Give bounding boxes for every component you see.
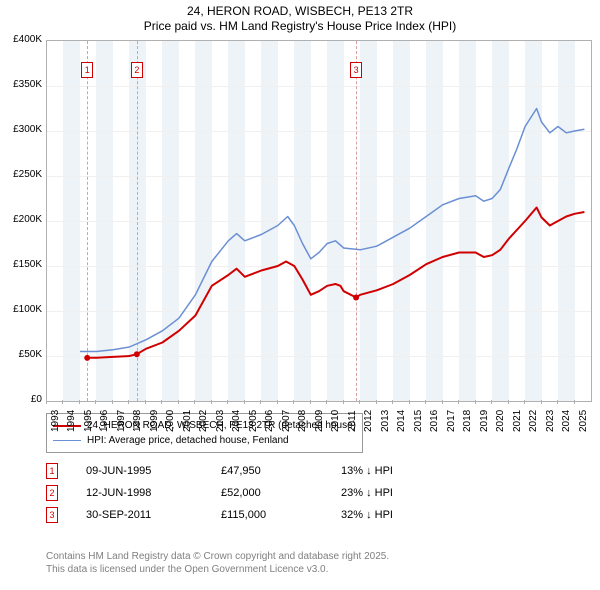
y-axis-label: £100K (2, 304, 42, 315)
x-axis-label: 2010 (330, 410, 341, 432)
x-axis-label: 2002 (198, 410, 209, 432)
y-axis-label: £300K (2, 124, 42, 135)
x-axis-label: 2009 (314, 410, 325, 432)
x-axis-label: 2001 (182, 410, 193, 432)
x-axis-label: 2006 (264, 410, 275, 432)
x-axis-label: 1994 (66, 410, 77, 432)
y-axis-label: £50K (2, 349, 42, 360)
transaction-row: 2 12-JUN-1998£52,00023% ↓ HPI (46, 482, 431, 504)
footer: Contains HM Land Registry data © Crown c… (46, 550, 389, 576)
chart-event-marker: 3 (350, 62, 362, 78)
y-axis-label: £250K (2, 169, 42, 180)
transaction-date: 30-SEP-2011 (86, 509, 221, 521)
x-axis-label: 2007 (281, 410, 292, 432)
x-axis-label: 1995 (83, 410, 94, 432)
footer-line1: Contains HM Land Registry data © Crown c… (46, 551, 389, 562)
x-axis-label: 2024 (561, 410, 572, 432)
transaction-delta: 32% ↓ HPI (341, 509, 431, 521)
transaction-date: 09-JUN-1995 (86, 465, 221, 477)
x-axis-label: 2018 (462, 410, 473, 432)
y-axis-label: £400K (2, 34, 42, 45)
chart-event-marker: 1 (81, 62, 93, 78)
chart-event-marker: 2 (131, 62, 143, 78)
transaction-price: £115,000 (221, 509, 341, 521)
x-axis-label: 2003 (215, 410, 226, 432)
x-axis-label: 2025 (578, 410, 589, 432)
transaction-marker-icon: 2 (46, 485, 58, 501)
transaction-delta: 23% ↓ HPI (341, 487, 431, 499)
transaction-marker-icon: 1 (46, 463, 58, 479)
x-axis-label: 2000 (165, 410, 176, 432)
transaction-price: £52,000 (221, 487, 341, 499)
x-axis-label: 1997 (116, 410, 127, 432)
x-axis-label: 2005 (248, 410, 259, 432)
x-axis-label: 2021 (512, 410, 523, 432)
y-axis-label: £150K (2, 259, 42, 270)
y-axis-label: £350K (2, 79, 42, 90)
x-axis-label: 2017 (446, 410, 457, 432)
title-line1: 24, HERON ROAD, WISBECH, PE13 2TR (187, 4, 413, 18)
x-axis-label: 2016 (429, 410, 440, 432)
chart-title: 24, HERON ROAD, WISBECH, PE13 2TR Price … (0, 4, 600, 34)
x-axis-label: 2022 (528, 410, 539, 432)
transaction-date: 12-JUN-1998 (86, 487, 221, 499)
x-axis-label: 1998 (132, 410, 143, 432)
y-axis-label: £0 (2, 394, 42, 405)
title-line2: Price paid vs. HM Land Registry's House … (144, 19, 456, 33)
transaction-price: £47,950 (221, 465, 341, 477)
x-axis-label: 2012 (363, 410, 374, 432)
x-axis-label: 1993 (50, 410, 61, 432)
x-axis-label: 2008 (297, 410, 308, 432)
x-axis-label: 1999 (149, 410, 160, 432)
x-axis-label: 2023 (545, 410, 556, 432)
chart-container: 24, HERON ROAD, WISBECH, PE13 2TR Price … (0, 0, 600, 590)
footer-line2: This data is licensed under the Open Gov… (46, 564, 328, 575)
legend-series2: HPI: Average price, detached house, Fenl… (87, 433, 289, 448)
x-axis-label: 2011 (347, 410, 358, 432)
x-axis-label: 2004 (231, 410, 242, 432)
plot-area (46, 40, 592, 402)
x-axis-label: 2014 (396, 410, 407, 432)
x-axis-label: 2020 (495, 410, 506, 432)
x-axis-label: 2013 (380, 410, 391, 432)
transaction-row: 3 30-SEP-2011£115,00032% ↓ HPI (46, 504, 431, 526)
x-axis-label: 2015 (413, 410, 424, 432)
x-axis-label: 2019 (479, 410, 490, 432)
x-axis-label: 1996 (99, 410, 110, 432)
y-axis-label: £200K (2, 214, 42, 225)
chart-lines (47, 41, 591, 401)
transaction-marker-icon: 3 (46, 507, 58, 523)
transaction-delta: 13% ↓ HPI (341, 465, 431, 477)
transactions-table: 1 09-JUN-1995£47,95013% ↓ HPI 2 12-JUN-1998… (46, 460, 431, 526)
transaction-row: 1 09-JUN-1995£47,95013% ↓ HPI (46, 460, 431, 482)
